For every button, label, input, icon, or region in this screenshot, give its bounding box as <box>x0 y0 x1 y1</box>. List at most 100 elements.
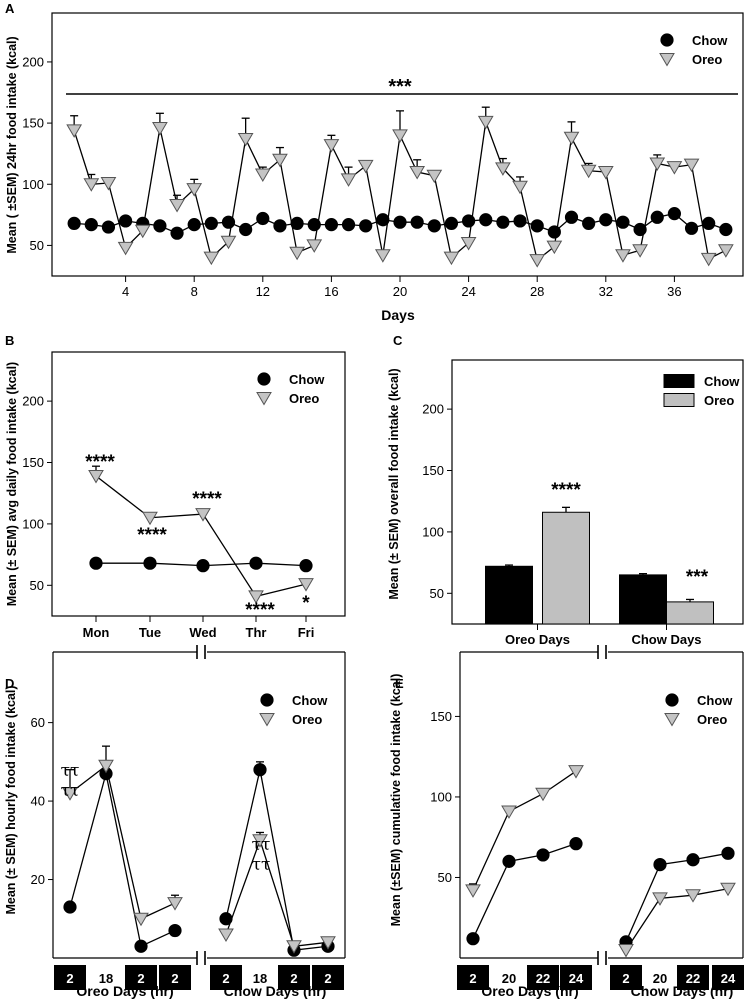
panel-a-chow-point <box>427 219 441 233</box>
panel-b-legend-label: Chow <box>289 372 325 387</box>
panel-c-xtick-label: Chow Days <box>631 632 701 647</box>
panel-a-ytick-label: 100 <box>22 177 44 192</box>
panel-b-significance: **** <box>85 452 115 473</box>
panel-a-ytick-label: 150 <box>22 116 44 131</box>
panel-e-legend-label: Chow <box>697 693 733 708</box>
panel-d-xtick-box <box>312 965 344 990</box>
panel-a-oreo-point <box>426 169 443 184</box>
panel-e-oreo-point <box>652 892 668 906</box>
panel-e-oreo-line <box>625 888 729 951</box>
panel-a-xtick-label: 16 <box>324 284 338 299</box>
panel-d: D 20 40 60 Mean (± SEM) hourly food intake (… <box>4 645 346 999</box>
panel-e-group-label: Oreo Days (hr) <box>481 983 578 999</box>
panel-a-oreo-point <box>203 251 220 266</box>
panel-d-xtick-label: 2 <box>137 971 144 986</box>
panel-d-xtick-label: 18 <box>99 971 113 986</box>
panel-a-oreo-point <box>632 244 648 258</box>
panel-b-chow-point <box>196 559 210 573</box>
panel-a-oreo-point <box>134 224 151 239</box>
panel-a-xtick-label: 28 <box>530 284 544 299</box>
panel-a-oreo-point <box>615 249 631 263</box>
panel-d-xtick-label: 2 <box>290 971 297 986</box>
panel-d-legend-point <box>260 693 274 707</box>
panel-a-oreo-point <box>357 159 374 174</box>
panel-d-tau-annotation: ττ <box>252 835 271 855</box>
panel-e-legend-point <box>665 693 679 707</box>
panel-c-label: C <box>393 333 403 348</box>
panel-a-oreo-point <box>666 161 683 175</box>
panel-d-xtick-label: 2 <box>324 971 331 986</box>
panel-a-chow-point <box>84 218 98 232</box>
panel-e-label: E <box>395 676 404 691</box>
panel-d-chow-point <box>63 900 77 914</box>
panel-e-ylabel: Mean (±SEM) cumulative food intake (kcal… <box>389 674 403 927</box>
panel-b-legend-point <box>256 392 272 406</box>
panel-a-chow-point <box>667 207 682 221</box>
panel-d-chow-line <box>69 773 176 948</box>
panel-d-legend-label: Oreo <box>292 712 322 727</box>
panel-a-chow-point <box>119 214 133 228</box>
panel-a-oreo-point <box>649 157 666 171</box>
panel-d-xtick-box <box>125 965 157 990</box>
panel-a-oreo-point <box>306 239 323 253</box>
panel-d-ytick-label: 60 <box>31 715 45 730</box>
panel-c-ytick-label: 150 <box>422 463 444 478</box>
panel-a-chow-point <box>273 219 287 233</box>
panel-d-oreo-line <box>225 838 329 947</box>
panel-d-chow-point <box>168 923 182 938</box>
panel-d-tau-annotation: ττ <box>252 855 271 875</box>
panel-a-chow-point <box>547 225 561 239</box>
panel-a-chow-point <box>153 219 167 233</box>
panel-e-chow-point <box>466 932 480 946</box>
panel-a-chow-point <box>513 214 527 228</box>
panel-e-ytick-label: 150 <box>430 709 452 724</box>
panel-d-xtick-box <box>278 965 310 990</box>
panel-b-oreo-point <box>195 508 211 522</box>
panel-e-oreo-line <box>472 770 577 891</box>
panel-a-oreo-point <box>152 121 168 136</box>
panel-a-oreo-point <box>220 235 237 250</box>
panel-a-chow-point <box>496 215 510 229</box>
panel-c-significance: *** <box>686 567 709 588</box>
panel-e-chow-point <box>502 854 516 868</box>
panel-e-chow-point <box>653 857 667 872</box>
panel-a-significance: *** <box>388 76 412 98</box>
panel-b-significance: **** <box>137 525 167 546</box>
panel-a-oreo-point <box>83 178 100 192</box>
panel-c-xtick-label: Oreo Days <box>505 632 570 647</box>
panel-d-oreo-point <box>320 936 336 950</box>
panel-e-oreo-point <box>535 787 551 802</box>
panel-c-frame <box>451 359 744 625</box>
panel-a-chow-point <box>359 219 373 233</box>
panel-b-oreo-point <box>248 590 264 604</box>
panel-d-legend-label: Chow <box>292 693 328 708</box>
panel-a-oreo-point <box>374 249 391 263</box>
panel-d-oreo-point <box>252 834 268 848</box>
panel-a-oreo-point <box>323 139 340 153</box>
panel-d-xtick-label: 2 <box>171 971 178 986</box>
panel-e-oreo-point <box>618 943 634 958</box>
panel-a-xlabel: Days <box>381 307 415 323</box>
panel-a-oreo-point <box>392 129 408 143</box>
panel-a-chow-point <box>324 218 338 232</box>
panel-a-oreo-point <box>409 166 426 180</box>
panel-a-chow-point <box>410 215 424 229</box>
panel-a-oreo-point <box>546 240 563 255</box>
panel-e-xtick-label: 24 <box>721 971 736 986</box>
panel-b-ytick-label: 100 <box>22 516 44 531</box>
panel-e-oreo-point <box>720 882 736 897</box>
panel-a-chow-point <box>187 218 201 232</box>
panel-e-ytick-label: 100 <box>430 789 452 804</box>
panel-a-legend-point <box>659 53 675 67</box>
panel-c-legend-label: Chow <box>704 374 740 389</box>
panel-a-oreo-point <box>683 158 700 173</box>
panel-a-oreo-point <box>254 168 271 182</box>
panel-e-xtick-label: 22 <box>536 971 550 986</box>
panel-b-chow-point <box>299 559 313 573</box>
panel-e-group-label: Chow Days (hr) <box>631 983 734 999</box>
panel-a-oreo-point <box>597 166 614 180</box>
panel-d-xtick-label: 18 <box>253 971 267 986</box>
panel-e-xtick-box <box>610 965 642 990</box>
panel-a-ytick-label: 50 <box>30 238 44 253</box>
